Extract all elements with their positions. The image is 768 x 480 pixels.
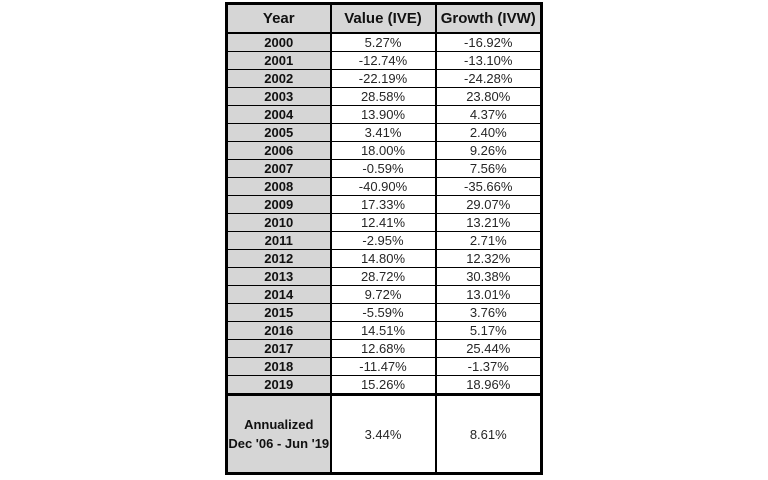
- table-row: 2006 18.00% 9.26%: [226, 141, 542, 160]
- year-cell: 2004: [226, 105, 331, 124]
- year-cell: 2011: [226, 231, 331, 250]
- year-cell: 2015: [226, 303, 331, 322]
- annualized-label: Annualized Dec '06 - Jun '19: [226, 393, 331, 474]
- value-cell: 17.33%: [329, 195, 436, 214]
- year-cell: 2007: [226, 159, 331, 178]
- table-row: 2011 -2.95% 2.71%: [226, 231, 542, 250]
- growth-cell: 13.01%: [434, 285, 542, 304]
- table-row: 2017 12.68% 25.44%: [226, 339, 542, 358]
- growth-cell: -13.10%: [434, 51, 542, 70]
- year-cell: 2012: [226, 249, 331, 268]
- value-cell: 9.72%: [329, 285, 436, 304]
- table-row: 2003 28.58% 23.80%: [226, 87, 542, 106]
- table-row: 2005 3.41% 2.40%: [226, 123, 542, 142]
- table-row: 2004 13.90% 4.37%: [226, 105, 542, 124]
- header-row: Year Value (IVE) Growth (IVW): [226, 3, 542, 34]
- value-cell: 14.51%: [329, 321, 436, 340]
- year-cell: 2006: [226, 141, 331, 160]
- annualized-label-line1: Annualized: [244, 417, 314, 432]
- value-cell: 13.90%: [329, 105, 436, 124]
- table-row: 2002 -22.19% -24.28%: [226, 69, 542, 88]
- growth-cell: 18.96%: [434, 375, 542, 395]
- table-row: 2009 17.33% 29.07%: [226, 195, 542, 214]
- table-row: 2010 12.41% 13.21%: [226, 213, 542, 232]
- value-cell: 14.80%: [329, 249, 436, 268]
- year-cell: 2018: [226, 357, 331, 376]
- year-cell: 2016: [226, 321, 331, 340]
- growth-cell: 2.71%: [434, 231, 542, 250]
- value-cell: -0.59%: [329, 159, 436, 178]
- year-cell: 2014: [226, 285, 331, 304]
- growth-cell: -24.28%: [434, 69, 542, 88]
- value-cell: 12.41%: [329, 213, 436, 232]
- table-row: 2013 28.72% 30.38%: [226, 267, 542, 286]
- value-cell: -5.59%: [329, 303, 436, 322]
- table-row: 2014 9.72% 13.01%: [226, 285, 542, 304]
- annualized-value-ive: 3.44%: [329, 393, 436, 474]
- value-cell: 18.00%: [329, 141, 436, 160]
- value-cell: 28.58%: [329, 87, 436, 106]
- value-cell: 5.27%: [329, 32, 436, 52]
- table-row: 2008 -40.90% -35.66%: [226, 177, 542, 196]
- year-cell: 2001: [226, 51, 331, 70]
- year-cell: 2009: [226, 195, 331, 214]
- year-cell: 2002: [226, 69, 331, 88]
- value-cell: -2.95%: [329, 231, 436, 250]
- annualized-row: Annualized Dec '06 - Jun '19 3.44% 8.61%: [226, 393, 542, 474]
- growth-cell: 5.17%: [434, 321, 542, 340]
- growth-cell: 3.76%: [434, 303, 542, 322]
- table-row: 2016 14.51% 5.17%: [226, 321, 542, 340]
- year-cell: 2003: [226, 87, 331, 106]
- table-row: 2007 -0.59% 7.56%: [226, 159, 542, 178]
- growth-cell: 30.38%: [434, 267, 542, 286]
- annual-returns-table: Year Value (IVE) Growth (IVW) 2000 5.27%…: [225, 2, 543, 475]
- growth-cell: 13.21%: [434, 213, 542, 232]
- growth-cell: 29.07%: [434, 195, 542, 214]
- growth-cell: 12.32%: [434, 249, 542, 268]
- growth-cell: 23.80%: [434, 87, 542, 106]
- growth-cell: -35.66%: [434, 177, 542, 196]
- header-year: Year: [226, 3, 331, 34]
- annualized-growth-ivw: 8.61%: [434, 393, 542, 474]
- value-cell: -22.19%: [329, 69, 436, 88]
- table-row: 2015 -5.59% 3.76%: [226, 303, 542, 322]
- header-value-ive: Value (IVE): [329, 3, 436, 34]
- table-row: 2012 14.80% 12.32%: [226, 249, 542, 268]
- value-cell: -12.74%: [329, 51, 436, 70]
- growth-cell: -1.37%: [434, 357, 542, 376]
- value-cell: 12.68%: [329, 339, 436, 358]
- table-row: 2019 15.26% 18.96%: [226, 375, 542, 395]
- year-cell: 2019: [226, 375, 331, 395]
- growth-cell: 7.56%: [434, 159, 542, 178]
- header-growth-ivw: Growth (IVW): [434, 3, 542, 34]
- growth-cell: -16.92%: [434, 32, 542, 52]
- year-cell: 2010: [226, 213, 331, 232]
- value-cell: -40.90%: [329, 177, 436, 196]
- year-cell: 2005: [226, 123, 331, 142]
- annualized-label-line2: Dec '06 - Jun '19: [228, 436, 330, 451]
- year-cell: 2008: [226, 177, 331, 196]
- value-cell: 3.41%: [329, 123, 436, 142]
- value-cell: 15.26%: [329, 375, 436, 395]
- value-cell: 28.72%: [329, 267, 436, 286]
- table-row: 2001 -12.74% -13.10%: [226, 51, 542, 70]
- year-cell: 2000: [226, 32, 331, 52]
- year-cell: 2017: [226, 339, 331, 358]
- table-row: 2018 -11.47% -1.37%: [226, 357, 542, 376]
- table-row: 2000 5.27% -16.92%: [226, 32, 542, 52]
- growth-cell: 9.26%: [434, 141, 542, 160]
- value-cell: -11.47%: [329, 357, 436, 376]
- growth-cell: 25.44%: [434, 339, 542, 358]
- growth-cell: 4.37%: [434, 105, 542, 124]
- year-cell: 2013: [226, 267, 331, 286]
- growth-cell: 2.40%: [434, 123, 542, 142]
